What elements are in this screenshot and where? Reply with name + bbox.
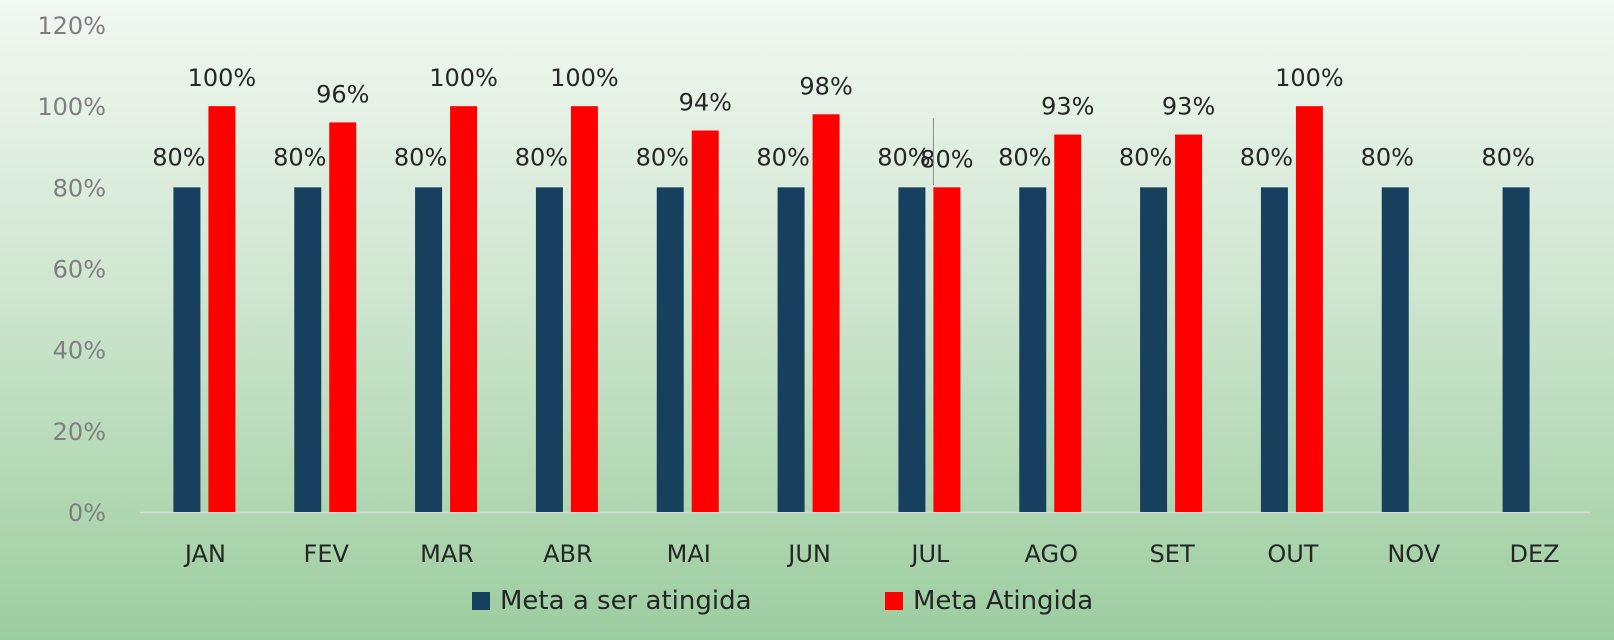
bar-meta-a-ser-atingida bbox=[173, 187, 201, 513]
data-label: 80% bbox=[998, 143, 1051, 171]
legend-label: Meta Atingida bbox=[913, 586, 1093, 616]
x-tick-label: DEZ bbox=[1510, 540, 1560, 568]
data-label: 93% bbox=[1041, 93, 1094, 121]
y-tick-label: 80% bbox=[53, 174, 106, 202]
x-tick-label: JUL bbox=[909, 540, 950, 568]
legend: Meta a ser atingida Meta Atingida bbox=[472, 586, 1093, 616]
data-label: 93% bbox=[1162, 93, 1215, 121]
x-tick-label: NOV bbox=[1387, 540, 1440, 568]
bar-meta-a-ser-atingida bbox=[415, 187, 443, 513]
data-label: 80% bbox=[1481, 143, 1534, 171]
x-tick-label: AGO bbox=[1025, 540, 1078, 568]
x-tick-label: ABR bbox=[543, 540, 593, 568]
bar-meta-a-ser-atingida bbox=[1260, 187, 1288, 513]
x-axis: JAN FEV MAR ABR MAI JUN JUL AGO SET OUT NOV DEZ bbox=[183, 540, 1560, 568]
legend-swatch bbox=[472, 592, 490, 610]
y-tick-label: 0% bbox=[68, 499, 106, 527]
y-tick-label: 60% bbox=[53, 256, 106, 284]
x-tick-label: OUT bbox=[1267, 540, 1318, 568]
bar-meta-atingida bbox=[1175, 134, 1203, 512]
bar-meta-a-ser-atingida bbox=[294, 187, 322, 513]
data-label: 100% bbox=[550, 64, 619, 92]
bars bbox=[173, 106, 1530, 513]
data-label: 100% bbox=[188, 64, 257, 92]
x-tick-label: FEV bbox=[304, 540, 350, 568]
bar-meta-a-ser-atingida bbox=[535, 187, 563, 513]
y-axis: 0% 20% 40% 60% 80% 100% 120% bbox=[37, 12, 106, 527]
bar-meta-atingida bbox=[208, 106, 236, 513]
data-label: 80% bbox=[394, 143, 447, 171]
data-label: 94% bbox=[679, 89, 732, 117]
legend-label: Meta a ser atingida bbox=[500, 586, 752, 616]
data-label: 80% bbox=[756, 143, 809, 171]
legend-swatch bbox=[885, 592, 903, 610]
bar-meta-a-ser-atingida bbox=[1019, 187, 1047, 513]
data-label: 80% bbox=[273, 143, 326, 171]
data-label: 80% bbox=[877, 143, 930, 171]
bar-meta-a-ser-atingida bbox=[1381, 187, 1409, 513]
bar-meta-atingida bbox=[812, 114, 840, 513]
bar-meta-atingida bbox=[570, 106, 598, 513]
data-label: 80% bbox=[152, 143, 205, 171]
y-tick-label: 20% bbox=[53, 418, 106, 446]
data-label: 100% bbox=[1275, 64, 1344, 92]
bar-meta-atingida bbox=[450, 106, 478, 513]
bar-meta-a-ser-atingida bbox=[1502, 187, 1530, 513]
bar-meta-a-ser-atingida bbox=[1140, 187, 1168, 513]
bar-meta-atingida bbox=[1295, 106, 1323, 513]
bar-meta-atingida bbox=[329, 122, 357, 513]
x-tick-label: MAR bbox=[420, 540, 474, 568]
data-labels: 80% 100% 80% 96% 80% 100% 80% 100% 80% 94% 80% 98% 8… bbox=[152, 64, 1535, 185]
bar-meta-atingida bbox=[933, 187, 961, 513]
data-label: 96% bbox=[316, 80, 369, 108]
data-label: 80% bbox=[1119, 143, 1172, 171]
y-tick-label: 120% bbox=[37, 12, 106, 40]
data-label: 80% bbox=[920, 145, 973, 173]
data-label: 80% bbox=[515, 143, 568, 171]
data-label: 80% bbox=[1240, 143, 1293, 171]
bar-meta-a-ser-atingida bbox=[898, 187, 926, 513]
bar-meta-a-ser-atingida bbox=[777, 187, 805, 513]
bar-meta-atingida bbox=[691, 130, 719, 512]
bar-meta-atingida bbox=[1054, 134, 1082, 512]
x-tick-label: SET bbox=[1150, 540, 1195, 568]
x-tick-label: MAI bbox=[667, 540, 711, 568]
y-tick-label: 100% bbox=[37, 93, 106, 121]
y-tick-label: 40% bbox=[53, 337, 106, 365]
bar-meta-a-ser-atingida bbox=[656, 187, 684, 513]
data-label: 98% bbox=[799, 72, 852, 100]
data-label: 80% bbox=[1361, 143, 1414, 171]
x-tick-label: JUN bbox=[786, 540, 831, 568]
data-label: 80% bbox=[636, 143, 689, 171]
x-tick-label: JAN bbox=[183, 540, 226, 568]
data-label: 100% bbox=[429, 64, 498, 92]
